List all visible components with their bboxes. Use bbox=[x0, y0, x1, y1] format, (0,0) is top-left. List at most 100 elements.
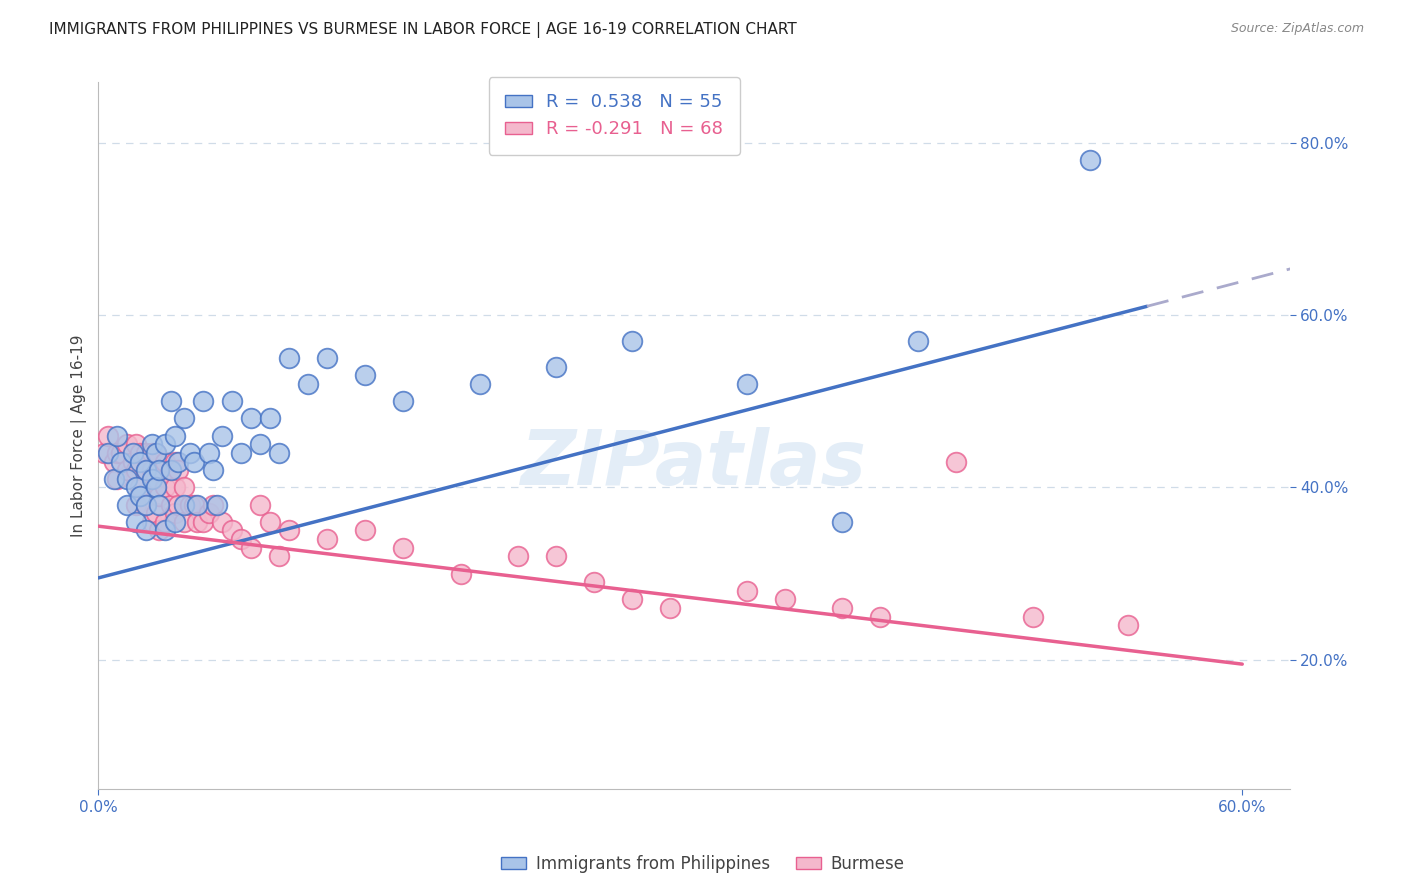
Point bbox=[211, 428, 233, 442]
Point bbox=[621, 334, 644, 348]
Point bbox=[145, 446, 167, 460]
Point bbox=[103, 454, 125, 468]
Point bbox=[269, 446, 291, 460]
Point bbox=[159, 498, 181, 512]
Point bbox=[148, 489, 170, 503]
Point bbox=[193, 515, 215, 529]
Point bbox=[135, 498, 157, 512]
Point bbox=[148, 463, 170, 477]
Point bbox=[773, 592, 796, 607]
Point bbox=[145, 472, 167, 486]
Point bbox=[173, 480, 195, 494]
Point bbox=[129, 489, 152, 503]
Point bbox=[135, 524, 157, 538]
Point bbox=[354, 368, 377, 383]
Point bbox=[186, 515, 208, 529]
Point bbox=[153, 437, 176, 451]
Point bbox=[249, 437, 271, 451]
Point bbox=[316, 351, 339, 365]
Point bbox=[163, 506, 186, 520]
Point bbox=[125, 437, 148, 451]
Point bbox=[159, 463, 181, 477]
Point bbox=[297, 376, 319, 391]
Point bbox=[450, 566, 472, 581]
Point bbox=[129, 446, 152, 460]
Point bbox=[211, 515, 233, 529]
Point bbox=[121, 454, 143, 468]
Point bbox=[179, 446, 201, 460]
Point bbox=[163, 428, 186, 442]
Point bbox=[163, 515, 186, 529]
Point bbox=[907, 334, 929, 348]
Point bbox=[179, 498, 201, 512]
Point bbox=[183, 498, 205, 512]
Point bbox=[221, 394, 243, 409]
Point bbox=[159, 463, 181, 477]
Point bbox=[392, 541, 415, 555]
Point bbox=[544, 549, 567, 564]
Point bbox=[231, 532, 253, 546]
Point bbox=[93, 446, 115, 460]
Point bbox=[135, 463, 157, 477]
Point bbox=[159, 394, 181, 409]
Point bbox=[153, 480, 176, 494]
Point bbox=[167, 454, 190, 468]
Point bbox=[110, 446, 132, 460]
Point bbox=[186, 498, 208, 512]
Point bbox=[945, 454, 967, 468]
Point bbox=[621, 592, 644, 607]
Point bbox=[148, 524, 170, 538]
Point bbox=[125, 515, 148, 529]
Point bbox=[97, 446, 120, 460]
Point bbox=[544, 359, 567, 374]
Point bbox=[110, 454, 132, 468]
Point bbox=[269, 549, 291, 564]
Point bbox=[278, 351, 301, 365]
Point bbox=[198, 446, 221, 460]
Point bbox=[1116, 618, 1139, 632]
Point bbox=[145, 480, 167, 494]
Point bbox=[316, 532, 339, 546]
Point bbox=[831, 515, 853, 529]
Point bbox=[183, 454, 205, 468]
Point bbox=[148, 498, 170, 512]
Point bbox=[129, 480, 152, 494]
Legend: Immigrants from Philippines, Burmese: Immigrants from Philippines, Burmese bbox=[495, 848, 911, 880]
Point bbox=[97, 428, 120, 442]
Point bbox=[239, 411, 262, 425]
Point bbox=[135, 446, 157, 460]
Point bbox=[659, 601, 682, 615]
Point bbox=[392, 394, 415, 409]
Point bbox=[153, 454, 176, 468]
Point bbox=[173, 498, 195, 512]
Point bbox=[107, 472, 129, 486]
Point bbox=[201, 463, 224, 477]
Point bbox=[115, 463, 138, 477]
Text: Source: ZipAtlas.com: Source: ZipAtlas.com bbox=[1230, 22, 1364, 36]
Point bbox=[141, 446, 163, 460]
Point bbox=[259, 411, 281, 425]
Point bbox=[869, 609, 891, 624]
Point bbox=[167, 463, 190, 477]
Point bbox=[141, 463, 163, 477]
Point bbox=[153, 515, 176, 529]
Point bbox=[125, 480, 148, 494]
Point bbox=[125, 463, 148, 477]
Point bbox=[259, 515, 281, 529]
Point bbox=[135, 498, 157, 512]
Point bbox=[1078, 153, 1101, 167]
Point bbox=[239, 541, 262, 555]
Point bbox=[583, 575, 606, 590]
Point bbox=[278, 524, 301, 538]
Point bbox=[735, 583, 758, 598]
Point bbox=[193, 394, 215, 409]
Point bbox=[115, 437, 138, 451]
Point bbox=[163, 480, 186, 494]
Point bbox=[231, 446, 253, 460]
Point bbox=[831, 601, 853, 615]
Point bbox=[1021, 609, 1043, 624]
Point bbox=[735, 376, 758, 391]
Point bbox=[135, 463, 157, 477]
Point bbox=[198, 506, 221, 520]
Y-axis label: In Labor Force | Age 16-19: In Labor Force | Age 16-19 bbox=[72, 334, 87, 537]
